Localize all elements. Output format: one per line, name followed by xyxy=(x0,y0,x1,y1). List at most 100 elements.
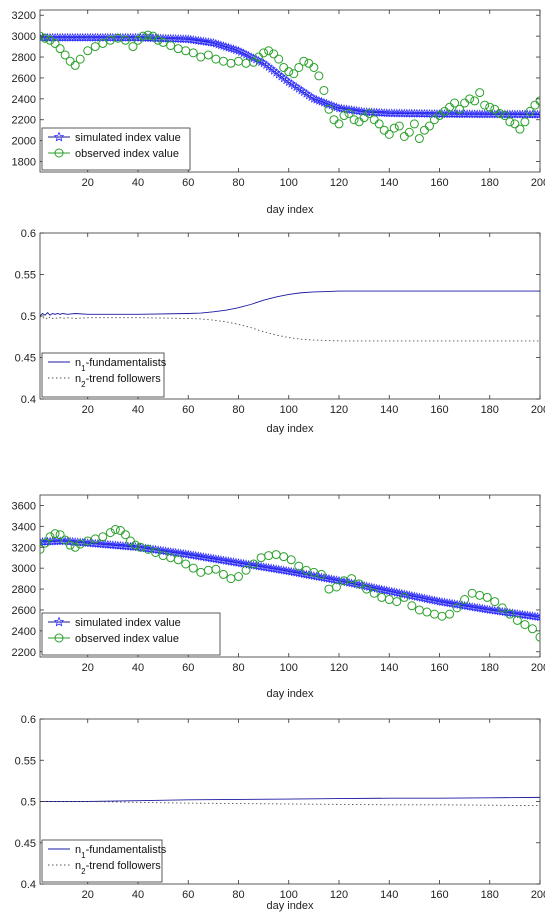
star-marker xyxy=(191,35,201,45)
star-marker xyxy=(176,548,186,558)
circle-marker xyxy=(203,50,213,60)
star-marker xyxy=(351,579,362,589)
star-marker xyxy=(138,543,148,552)
x-tick-label: 60 xyxy=(182,662,194,674)
circle-marker xyxy=(105,528,115,538)
star-marker xyxy=(339,104,349,113)
star-marker xyxy=(382,585,392,595)
star-marker xyxy=(271,564,281,574)
circle-marker xyxy=(344,108,354,118)
star-marker xyxy=(231,557,241,567)
star-marker xyxy=(186,34,196,44)
star-marker xyxy=(211,38,221,48)
star-marker xyxy=(532,109,540,119)
series-line xyxy=(40,315,540,342)
circle-marker xyxy=(480,100,490,110)
circle-marker xyxy=(284,67,294,77)
star-marker xyxy=(522,610,533,620)
circle-marker xyxy=(525,106,535,116)
star-marker xyxy=(143,543,153,553)
star-marker xyxy=(256,561,266,571)
circle-marker xyxy=(520,620,530,630)
x-tick-label: 160 xyxy=(430,889,448,901)
series-1 xyxy=(40,290,540,317)
x-axis-label: day index xyxy=(266,688,314,700)
circle-marker xyxy=(98,38,108,48)
star-marker xyxy=(198,36,208,46)
circle-marker xyxy=(339,111,349,121)
star-marker xyxy=(135,542,146,552)
star-marker xyxy=(78,537,88,547)
star-marker xyxy=(203,553,214,562)
circle-marker xyxy=(455,104,465,114)
circle-marker xyxy=(485,102,495,112)
circle-marker xyxy=(166,41,176,51)
star-marker xyxy=(88,538,98,548)
circle-marker xyxy=(450,98,460,108)
star-marker xyxy=(495,606,505,616)
legend-label: n2-trend followers xyxy=(75,373,161,389)
y-tick-label: 0.4 xyxy=(21,394,36,406)
x-tick-label: 140 xyxy=(380,404,398,416)
series-2 xyxy=(40,30,540,144)
x-axis-label: day index xyxy=(266,204,314,216)
x-axis-label: day index xyxy=(266,900,314,912)
star-marker xyxy=(140,543,151,553)
circle-marker xyxy=(294,62,304,72)
y-tick-label: 0.5 xyxy=(21,797,36,809)
x-tick-label: 140 xyxy=(380,889,398,901)
x-tick-label: 60 xyxy=(182,404,194,416)
star-marker xyxy=(118,541,128,550)
x-tick-label: 20 xyxy=(82,177,94,189)
circle-marker xyxy=(45,532,55,542)
star-marker xyxy=(223,42,234,52)
circle-marker xyxy=(364,108,374,118)
star-marker xyxy=(394,588,404,598)
star-marker xyxy=(228,44,239,54)
x-tick-label: 200 xyxy=(531,662,545,674)
star-marker xyxy=(196,36,206,46)
circle-marker xyxy=(138,31,148,41)
x-tick-label: 100 xyxy=(280,889,298,901)
star-marker xyxy=(206,553,216,563)
star-marker xyxy=(525,610,535,620)
star-marker xyxy=(100,539,110,549)
circle-marker xyxy=(143,30,153,40)
circle-marker xyxy=(369,588,379,598)
legend-label: n1-fundamentalists xyxy=(75,844,167,860)
star-marker xyxy=(409,591,420,601)
star-marker xyxy=(354,106,364,116)
star-marker xyxy=(160,546,171,556)
circle-marker xyxy=(409,119,419,129)
star-marker xyxy=(344,104,354,114)
star-marker xyxy=(216,555,226,564)
circle-marker xyxy=(60,50,70,60)
star-marker xyxy=(475,603,485,613)
star-marker xyxy=(216,40,226,50)
x-tick-label: 120 xyxy=(330,889,348,901)
star-marker xyxy=(248,560,259,570)
legend-box xyxy=(41,839,163,883)
star-marker xyxy=(115,540,126,550)
star-marker xyxy=(258,562,269,572)
legend-label: n2-trend followers xyxy=(75,860,161,876)
circle-marker xyxy=(490,597,500,607)
series-line xyxy=(40,796,540,802)
star-marker xyxy=(434,596,445,606)
y-tick-label: 0.45 xyxy=(15,838,36,850)
star-marker xyxy=(294,568,304,578)
x-tick-label: 100 xyxy=(280,404,298,416)
star-marker xyxy=(470,602,480,612)
star-marker xyxy=(532,612,540,621)
circle-marker xyxy=(445,609,455,619)
star-marker xyxy=(203,37,214,47)
y-tick-label: 2400 xyxy=(12,626,36,638)
star-marker xyxy=(281,565,291,575)
star-marker xyxy=(417,593,427,602)
circle-marker xyxy=(452,603,462,613)
circle-marker xyxy=(384,129,394,139)
star-marker xyxy=(289,567,299,577)
data-layer xyxy=(40,30,540,144)
circle-marker xyxy=(249,559,259,569)
star-marker xyxy=(389,587,399,597)
